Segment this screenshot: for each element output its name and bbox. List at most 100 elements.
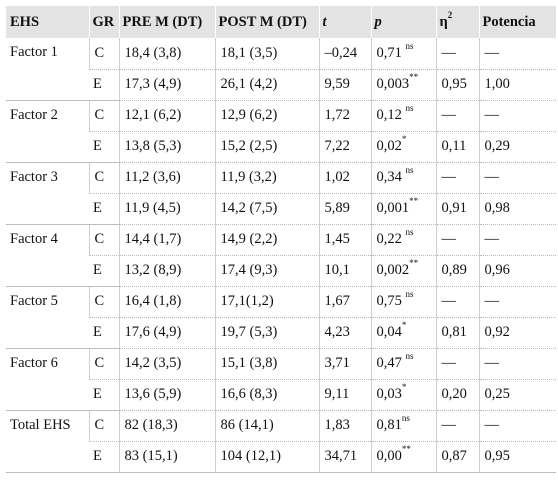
p-value: 0,003	[376, 76, 410, 92]
group-cell: E	[89, 255, 119, 287]
post-cell: 15,1 (3,8)	[214, 348, 319, 380]
p-significance: *	[401, 382, 407, 393]
group-cell: C	[88, 162, 119, 194]
eta-cell: 0,11	[435, 131, 479, 163]
t-cell: 10,1	[318, 255, 371, 287]
p-significance: **	[409, 196, 419, 207]
potencia-cell: 0,29	[478, 131, 556, 163]
table-row: E 13,8 (5,3) 15,2 (2,5) 7,22 0,02* 0,11 0,29	[6, 131, 556, 163]
pre-cell: 12,1 (6,2)	[118, 100, 215, 132]
p-significance: ns	[405, 289, 414, 300]
t-cell: 5,89	[318, 193, 371, 225]
eta-cell: 0,91	[435, 193, 479, 225]
eta-cell: 0,20	[435, 379, 479, 411]
group-cell: C	[88, 286, 119, 318]
pre-cell: 18,4 (3,8)	[118, 38, 215, 70]
header-eta: η2	[435, 6, 479, 38]
post-cell: 17,4 (9,3)	[214, 255, 319, 287]
potencia-cell: 0,96	[478, 255, 556, 287]
table-row: E 13,2 (8,9) 17,4 (9,3) 10,1 0,002** 0,89 0,96	[6, 255, 556, 287]
p-value: 0,12	[376, 107, 402, 123]
pre-cell: 11,2 (3,6)	[118, 162, 215, 194]
table-row: Total EHS C 82 (18,3) 86 (14,1) 1,83 0,81ns — —	[6, 410, 556, 473]
header-eta-sup: 2	[447, 9, 453, 20]
eta-cell: 0,81	[435, 317, 479, 349]
p-value: 0,34	[376, 169, 402, 185]
post-cell: 11,9 (3,2)	[214, 162, 319, 194]
t-cell: 1,83	[318, 410, 371, 442]
t-cell: 1,72	[318, 100, 371, 132]
p-value: 0,001	[376, 200, 410, 216]
potencia-cell: 0,95	[478, 441, 556, 473]
t-cell: 9,59	[318, 69, 371, 101]
header-post: POST M (DT)	[214, 6, 319, 38]
factor-cell: Factor 4	[6, 224, 89, 287]
group-cell: E	[89, 441, 119, 473]
p-significance: **	[401, 444, 411, 455]
group-cell: E	[89, 131, 119, 163]
p-cell: 0,002**	[370, 255, 436, 287]
potencia-cell: 0,98	[478, 193, 556, 225]
header-potencia: Potencia	[478, 6, 556, 38]
pre-cell: 13,6 (5,9)	[118, 379, 215, 411]
p-cell: 0,75 ns	[370, 286, 436, 318]
p-value: 0,002	[376, 262, 410, 278]
t-cell: 34,71	[318, 441, 371, 473]
p-significance: ns	[405, 40, 414, 51]
p-significance: ns	[405, 165, 414, 176]
t-cell: 9,11	[318, 379, 371, 411]
group-cell: E	[89, 379, 119, 411]
p-cell: 0,04*	[370, 317, 436, 349]
p-cell: 0,001**	[370, 193, 436, 225]
post-cell: 18,1 (3,5)	[214, 38, 319, 70]
eta-cell: —	[435, 100, 479, 132]
eta-cell: —	[435, 38, 479, 70]
p-significance: **	[409, 72, 419, 83]
pre-cell: 16,4 (1,8)	[118, 286, 215, 318]
p-significance: ns	[405, 351, 414, 362]
pre-cell: 13,2 (8,9)	[118, 255, 215, 287]
header-t: t	[318, 6, 371, 38]
t-cell: –0,24	[318, 38, 371, 70]
group-cell: E	[89, 69, 119, 101]
potencia-cell: —	[478, 286, 556, 318]
header-p: p	[370, 6, 436, 38]
p-cell: 0,003**	[370, 69, 436, 101]
table-row: Factor 4 C 14,4 (1,7) 14,9 (2,2) 1,45 0,22 ns…	[6, 224, 556, 287]
eta-cell: —	[435, 286, 479, 318]
header-row: EHS GR PRE M (DT) POST M (DT) t p η2 Pot…	[6, 6, 556, 38]
p-value: 0,75	[376, 293, 402, 309]
potencia-cell: 0,25	[478, 379, 556, 411]
table-row: Factor 6 C 14,2 (3,5) 15,1 (3,8) 3,71 0,47 ns…	[6, 348, 556, 411]
p-significance: *	[401, 320, 407, 331]
t-cell: 4,23	[318, 317, 371, 349]
potencia-cell: —	[478, 348, 556, 380]
p-value: 0,81	[376, 417, 402, 433]
header-pre: PRE M (DT)	[118, 6, 215, 38]
t-cell: 1,02	[318, 162, 371, 194]
potencia-cell: —	[478, 38, 556, 70]
p-value: 0,00	[376, 448, 402, 464]
eta-cell: —	[435, 162, 479, 194]
p-value: 0,22	[376, 231, 402, 247]
group-cell: E	[89, 193, 119, 225]
group-cell: C	[88, 224, 119, 256]
eta-cell: —	[435, 224, 479, 256]
factor-cell: Factor 2	[6, 100, 89, 163]
t-cell: 3,71	[318, 348, 371, 380]
p-significance: **	[409, 258, 419, 269]
p-value: 0,71	[376, 44, 402, 61]
p-value: 0,02	[376, 138, 402, 154]
post-cell: 14,9 (2,2)	[214, 224, 319, 256]
group-cell: E	[89, 317, 119, 349]
pre-cell: 82 (18,3)	[118, 410, 215, 442]
p-significance: ns	[401, 413, 410, 424]
pre-cell: 14,2 (3,5)	[118, 348, 215, 380]
post-cell: 19,7 (5,3)	[214, 317, 319, 349]
potencia-cell: —	[478, 100, 556, 132]
table-row: E 83 (15,1) 104 (12,1) 34,71 0,00** 0,87 0,95	[6, 441, 556, 473]
group-cell: C	[88, 348, 119, 380]
table-row: Factor 1 C 18,4 (3,8) 18,1 (3,5) –0,24 0,71 n…	[6, 38, 556, 101]
table-row: Factor 5 C 16,4 (1,8) 17,1(1,2) 1,67 0,75 ns —…	[6, 286, 556, 349]
p-significance: *	[401, 134, 407, 145]
